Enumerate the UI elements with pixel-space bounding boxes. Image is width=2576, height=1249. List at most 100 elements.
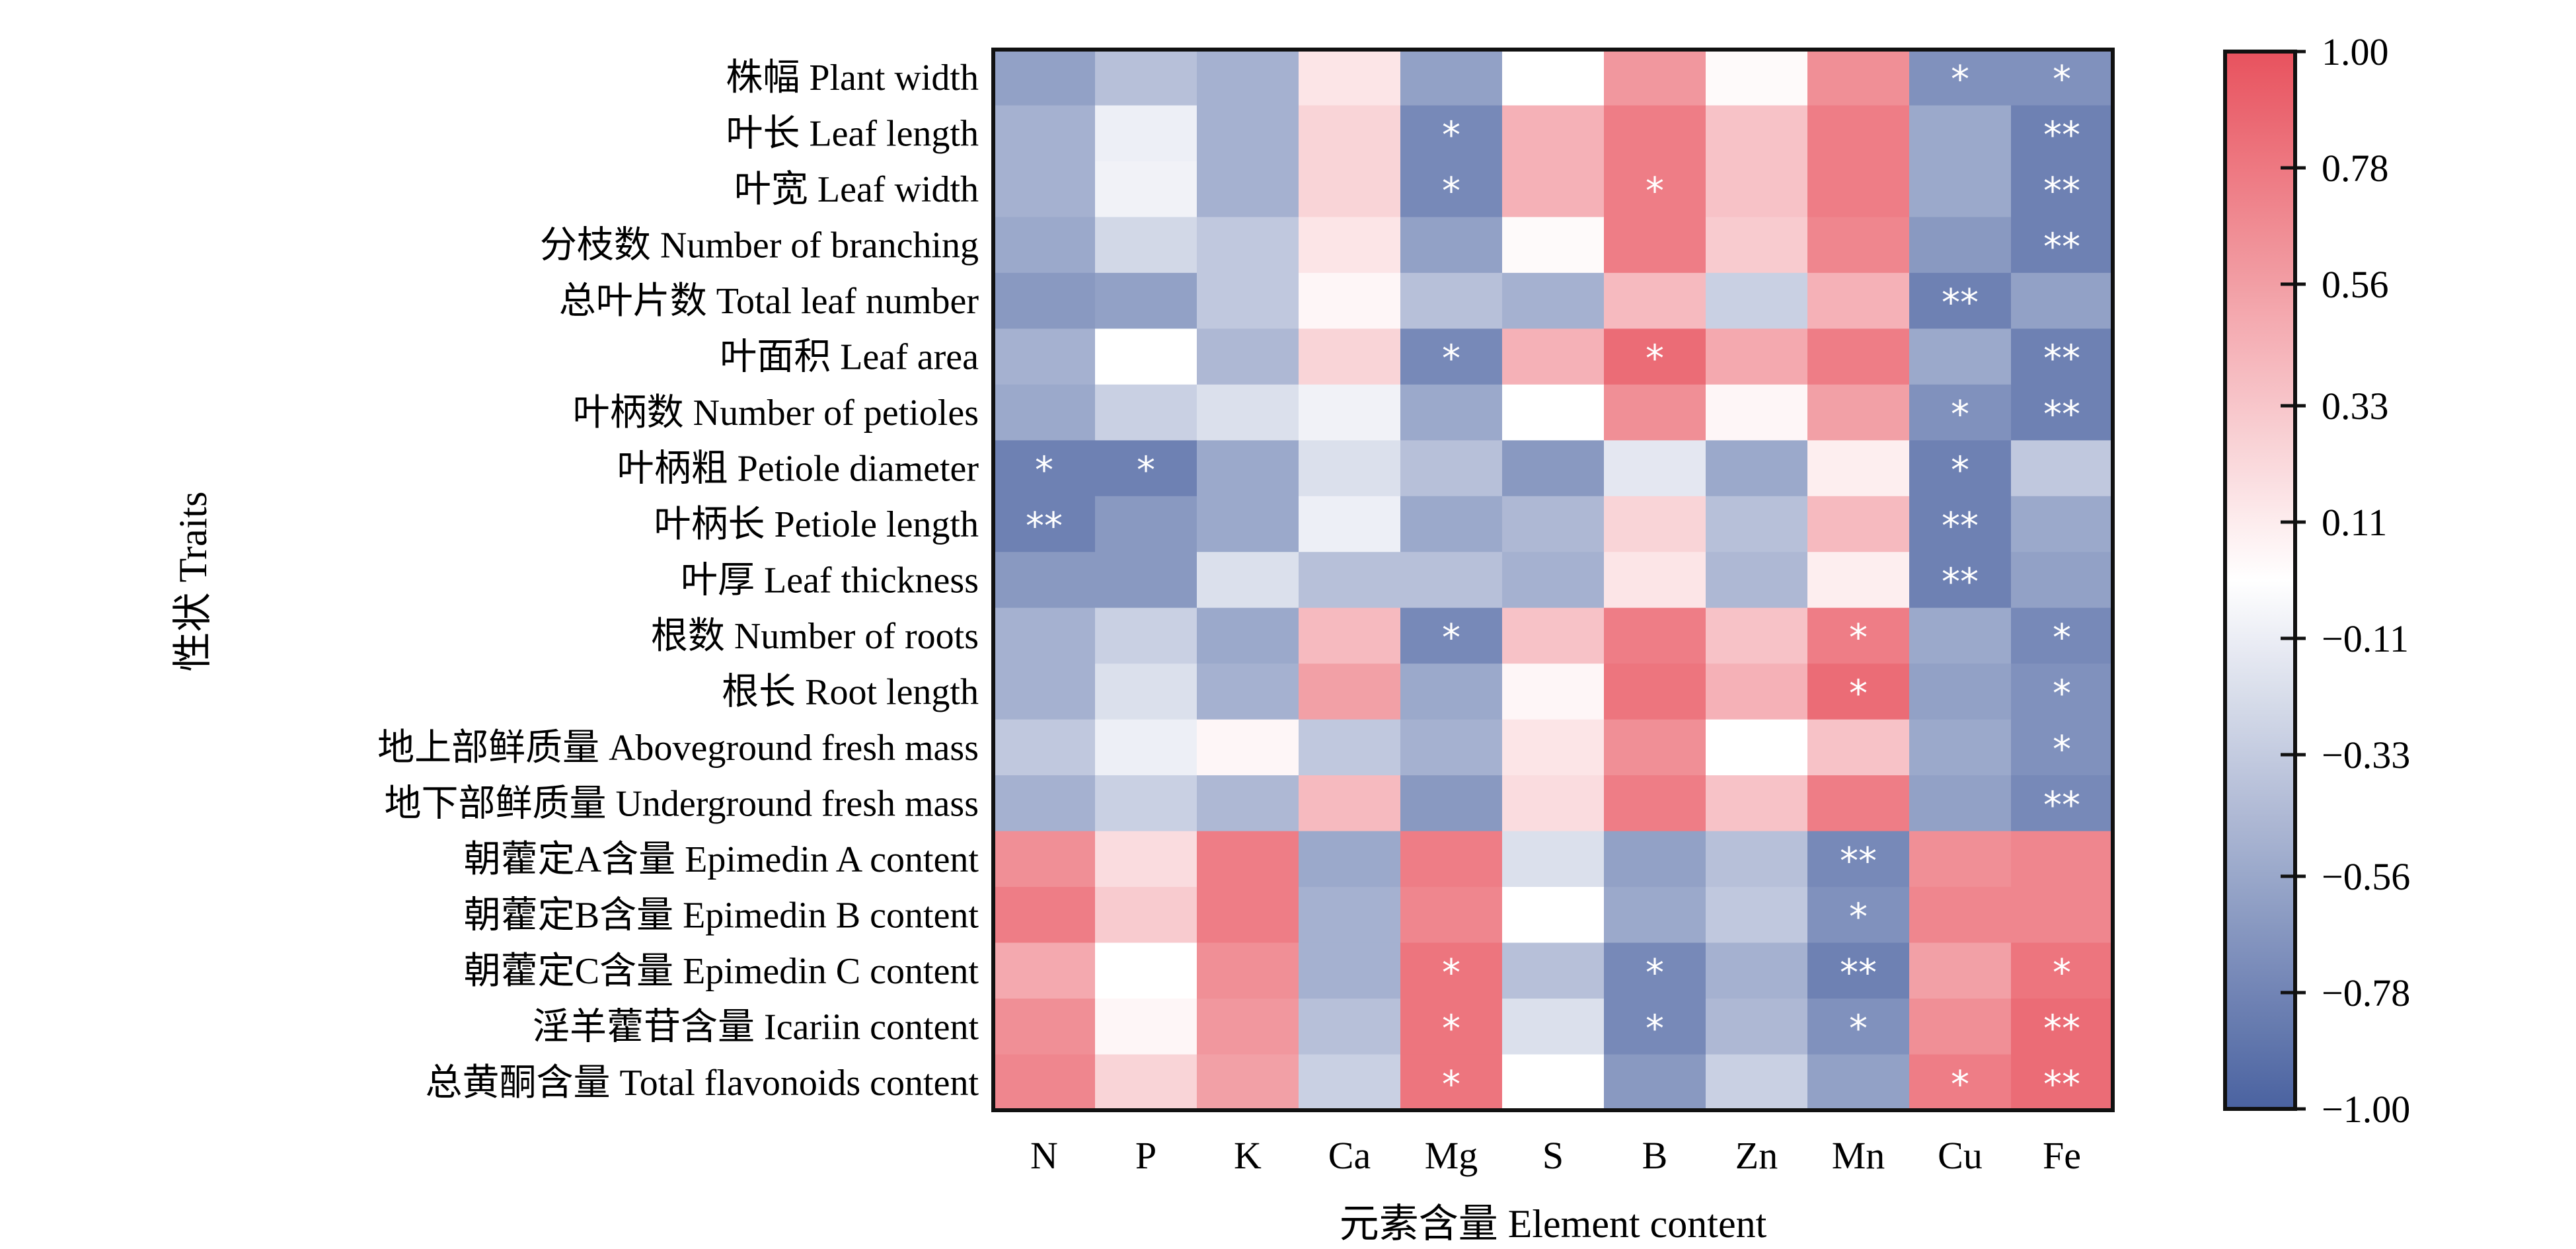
heatmap-cell — [1706, 272, 1808, 329]
significance-mark: ** — [1026, 505, 1063, 548]
heatmap-cell — [1502, 384, 1605, 441]
significance-mark: * — [1849, 895, 1868, 938]
heatmap-cell — [1706, 161, 1808, 217]
heatmap-cell — [1706, 217, 1808, 274]
heatmap-cell — [1604, 552, 1706, 609]
heatmap-cell — [1197, 496, 1299, 552]
heatmap-cell — [1909, 50, 2012, 106]
colorbar-tick-label: 0.11 — [2322, 501, 2387, 544]
heatmap-cell — [1909, 272, 2012, 329]
heatmap-cell — [1502, 440, 1605, 497]
row-label: 叶面积 Leaf area — [720, 337, 979, 378]
heatmap-cell — [2011, 775, 2113, 832]
heatmap-cell — [1400, 775, 1503, 832]
heatmap-cell — [1197, 217, 1299, 274]
heatmap-cell — [993, 328, 1096, 385]
heatmap-cell — [1807, 217, 1910, 274]
significance-mark: ** — [2043, 784, 2080, 827]
heatmap-cell — [1197, 831, 1299, 888]
heatmap-cell — [1909, 552, 2012, 609]
heatmap-cell — [1604, 496, 1706, 552]
heatmap-cell — [1095, 831, 1197, 888]
heatmap-cell — [2011, 552, 2113, 609]
heatmap-cell — [1299, 775, 1401, 832]
heatmap-cell — [1807, 999, 1910, 1055]
heatmap-cell — [2011, 272, 2113, 329]
heatmap-cell — [1604, 775, 1706, 832]
heatmap-cell — [1299, 831, 1401, 888]
heatmap-cell — [1604, 384, 1706, 441]
heatmap-cell — [1197, 105, 1299, 162]
heatmap-cell — [993, 161, 1096, 217]
row-label: 叶柄数 Number of petioles — [573, 393, 979, 434]
heatmap-cell — [1909, 1054, 2012, 1111]
heatmap-cell — [1400, 942, 1503, 999]
heatmap-cell — [993, 217, 1096, 274]
heatmap-cell — [1502, 999, 1605, 1055]
heatmap-cell — [1299, 384, 1401, 441]
colorbar-tick-label: −0.56 — [2322, 855, 2410, 898]
heatmap-cell — [1706, 607, 1808, 664]
heatmap-cell — [1400, 831, 1503, 888]
significance-mark: * — [1951, 393, 1969, 436]
significance-mark: ** — [1840, 840, 1877, 883]
heatmap-cell — [1502, 831, 1605, 888]
heatmap-cell — [1502, 272, 1605, 329]
heatmap-cell — [2011, 496, 2113, 552]
heatmap-cell — [1909, 161, 2012, 217]
heatmap-cell — [1807, 607, 1910, 664]
heatmap-cell — [1095, 607, 1197, 664]
heatmap-cell — [1604, 719, 1706, 776]
significance-mark: ** — [2043, 338, 2080, 381]
heatmap-cell — [1909, 328, 2012, 385]
heatmap-cell — [1604, 942, 1706, 999]
significance-mark: * — [1849, 672, 1868, 715]
heatmap-cell — [1604, 217, 1706, 274]
heatmap-cell — [993, 775, 1096, 832]
heatmap-cell — [2011, 105, 2113, 162]
heatmap-cell — [1400, 887, 1503, 944]
heatmap-cell — [1299, 942, 1401, 999]
heatmap-cell — [1299, 105, 1401, 162]
heatmap-cell — [993, 272, 1096, 329]
heatmap-cell — [1095, 496, 1197, 552]
significance-mark: * — [2053, 58, 2071, 101]
heatmap-cell — [1095, 663, 1197, 720]
heatmap-cell — [1604, 272, 1706, 329]
heatmap-cell — [2011, 161, 2113, 217]
heatmap-cell — [993, 384, 1096, 441]
significance-mark: ** — [1942, 282, 1979, 324]
colorbar-tick-label: 0.56 — [2322, 263, 2389, 306]
heatmap-cell — [1095, 719, 1197, 776]
significance-mark: ** — [2043, 393, 2080, 436]
heatmap-cell — [1400, 105, 1503, 162]
heatmap-cell — [1299, 607, 1401, 664]
heatmap-cell — [1095, 999, 1197, 1055]
heatmap-cell — [1807, 496, 1910, 552]
heatmap-cell — [1197, 663, 1299, 720]
colorbar-tick-label: 0.78 — [2322, 147, 2389, 190]
heatmap-cell — [2011, 217, 2113, 274]
significance-mark: ** — [1840, 952, 1877, 995]
heatmap-cell — [1807, 831, 1910, 888]
heatmap-cell — [2011, 328, 2113, 385]
column-label: Cu — [1938, 1134, 1983, 1177]
heatmap-cell — [993, 719, 1096, 776]
heatmap-cell — [1400, 1054, 1503, 1111]
heatmap-cell — [1400, 328, 1503, 385]
heatmap-cell — [1197, 440, 1299, 497]
heatmap-cell — [1706, 552, 1808, 609]
row-label: 朝藿定B含量 Epimedin B content — [464, 895, 979, 936]
heatmap-cell — [1299, 50, 1401, 106]
colorbar-tick-label: 1.00 — [2322, 30, 2389, 73]
colorbar-tick-label: −0.78 — [2322, 971, 2410, 1014]
significance-marks: * ** *** * ******* * *** *** * *** ***** * ** *******… — [1026, 58, 2080, 1106]
heatmap-cell — [2011, 1054, 2113, 1111]
heatmap-cell — [1909, 663, 2012, 720]
heatmap-cell — [2011, 50, 2113, 106]
colorbar-frame — [2223, 50, 2297, 1111]
heatmap-cell — [1807, 775, 1910, 832]
significance-mark: * — [1035, 449, 1053, 492]
heatmap-cell — [1706, 440, 1808, 497]
